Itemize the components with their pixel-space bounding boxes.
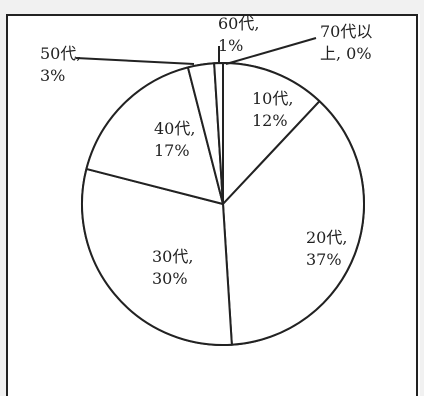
slice-label-4: 50代, 3% [40, 44, 81, 85]
pie-slice-1 [222, 100, 365, 346]
page-margin-left [0, 0, 6, 396]
slice-label-0: 10代, 12% [252, 89, 293, 130]
slice-label-2: 30代, 30% [152, 247, 193, 288]
slice-label-3: 40代, 17% [154, 119, 195, 160]
slice-label-5: 60代, 1% [218, 14, 259, 55]
pie-slice-3 [85, 66, 224, 205]
leader-line-6 [225, 37, 317, 65]
slice-label-6: 70代以上, 0% [320, 22, 372, 63]
slice-label-1: 20代, 37% [306, 228, 347, 269]
page-margin-top [0, 0, 424, 14]
page-margin-right [420, 0, 424, 396]
pie-slice-2 [81, 167, 233, 346]
leader-line-4 [75, 57, 195, 65]
